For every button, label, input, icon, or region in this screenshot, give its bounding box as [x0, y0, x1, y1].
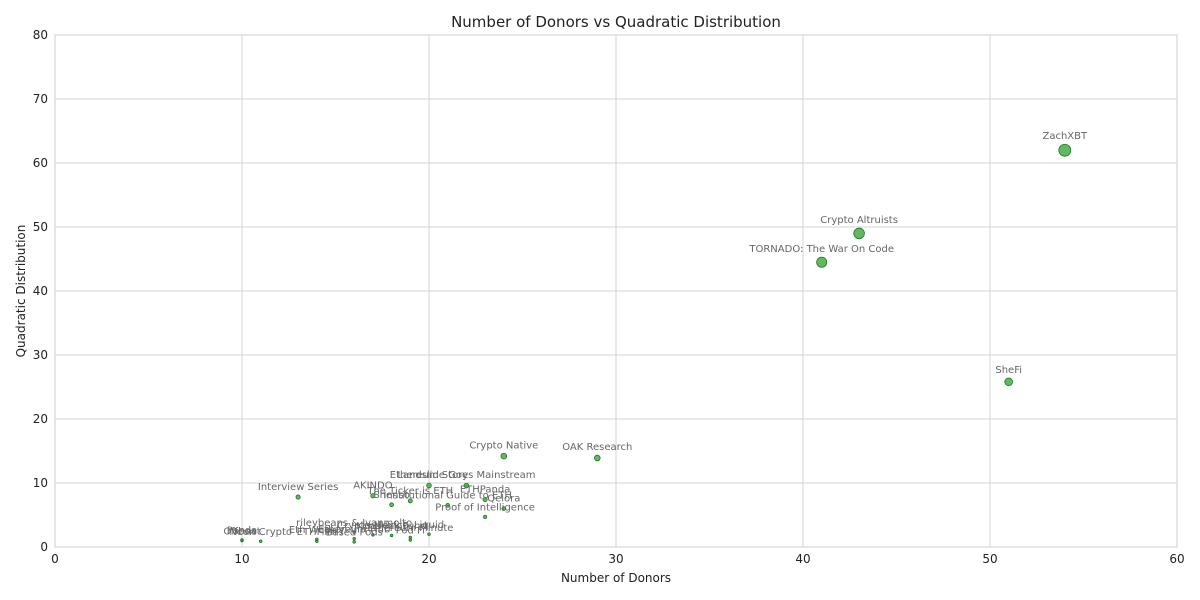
point-label: ETHFilm	[297, 527, 337, 538]
y-tick-label: 20	[33, 412, 48, 426]
point-label: Crypto Native	[469, 440, 538, 451]
x-axis-label: Number of Donors	[561, 571, 671, 585]
x-tick-label: 10	[234, 552, 249, 566]
point-label: Based Pods	[326, 528, 383, 539]
data-point	[352, 536, 356, 541]
point-label: Qelora	[487, 494, 520, 505]
data-point	[816, 256, 828, 268]
point-label: Neon Crypto	[229, 527, 292, 538]
data-point	[1058, 143, 1072, 157]
point-label: OAK Research	[562, 442, 632, 453]
data-point	[389, 502, 394, 508]
point-label: ZachXBT	[1042, 131, 1088, 142]
point-label: ETHPanda	[460, 485, 510, 496]
point-label: Crypto Mexico	[337, 521, 409, 532]
data-point	[1004, 377, 1013, 387]
point-label: AKINDO	[353, 481, 393, 492]
point-label: Eth Weekly	[289, 525, 345, 536]
data-point	[853, 227, 865, 240]
x-tick-label: 40	[795, 552, 810, 566]
y-tick-label: 50	[33, 220, 48, 234]
point-label: The Ticker is ETH	[366, 486, 453, 497]
y-tick-label: 10	[33, 476, 48, 490]
data-point	[352, 530, 356, 534]
data-point	[240, 538, 244, 543]
grid-layer	[54, 34, 1178, 548]
data-point	[427, 532, 431, 536]
data-point	[500, 452, 508, 460]
x-tick-label: 0	[51, 552, 59, 566]
point-label: Pod Fi	[396, 526, 425, 537]
x-tick-label: 30	[608, 552, 623, 566]
data-point	[407, 498, 413, 504]
point-label: Landslide Goes Mainstream	[397, 470, 535, 481]
point-label: Ethereum Story	[390, 470, 469, 481]
x-tick-label: 60	[1169, 552, 1184, 566]
point-label: SheFi	[995, 365, 1022, 376]
data-point	[370, 493, 376, 499]
point-label: TORNADO: The War On Code	[748, 244, 894, 255]
y-tick-label: 40	[33, 284, 48, 298]
y-tick-label: 70	[33, 92, 48, 106]
point-label: Liquid	[414, 520, 444, 531]
point-label: Crypto Altruists	[820, 215, 898, 226]
y-tick-label: 30	[33, 348, 48, 362]
data-point	[501, 506, 507, 511]
point-label-layer: ZachXBT Crypto Altruists TORNADO: The War …	[223, 131, 1088, 538]
point-label: Panda	[227, 526, 258, 537]
data-point	[482, 497, 488, 503]
y-axis-label: Quadratic Distribution	[14, 225, 28, 358]
data-point	[371, 533, 375, 537]
point-label: Shenso	[373, 490, 410, 501]
chart-title: Number of Donors vs Quadratic Distributi…	[451, 13, 781, 31]
x-tick-label: 20	[421, 552, 436, 566]
data-point	[259, 539, 263, 543]
data-point	[295, 494, 301, 500]
data-point	[445, 503, 451, 508]
data-point	[483, 514, 488, 519]
data-point	[352, 540, 356, 544]
point-label: Offbeat	[223, 526, 260, 537]
data-point	[408, 538, 412, 542]
point-label: Kendrick Fund	[356, 521, 426, 532]
point-label: Interview Series	[258, 482, 338, 493]
tick-layer: 0 10 20 30 40 50 60 0 10 20 30 40 50 60 70 80	[33, 28, 1185, 566]
point-label: Institutional Guide to ETH	[383, 490, 511, 501]
point-label: Proof of Intelligence	[435, 502, 535, 513]
x-tick-label: 50	[982, 552, 997, 566]
y-tick-label: 0	[40, 540, 48, 554]
data-point	[315, 539, 319, 543]
point-label: rileybeans & Ivanmolto	[296, 518, 412, 529]
data-point	[594, 454, 601, 462]
point-layer	[240, 143, 1072, 544]
data-point	[426, 482, 432, 489]
point-label: Ethereum Hub	[318, 524, 390, 535]
data-point	[463, 482, 470, 489]
y-tick-label: 80	[33, 28, 48, 42]
plot-frame	[54, 34, 1178, 548]
point-label: Ethereum Minute	[367, 523, 453, 534]
data-point	[389, 533, 394, 538]
y-tick-label: 60	[33, 156, 48, 170]
